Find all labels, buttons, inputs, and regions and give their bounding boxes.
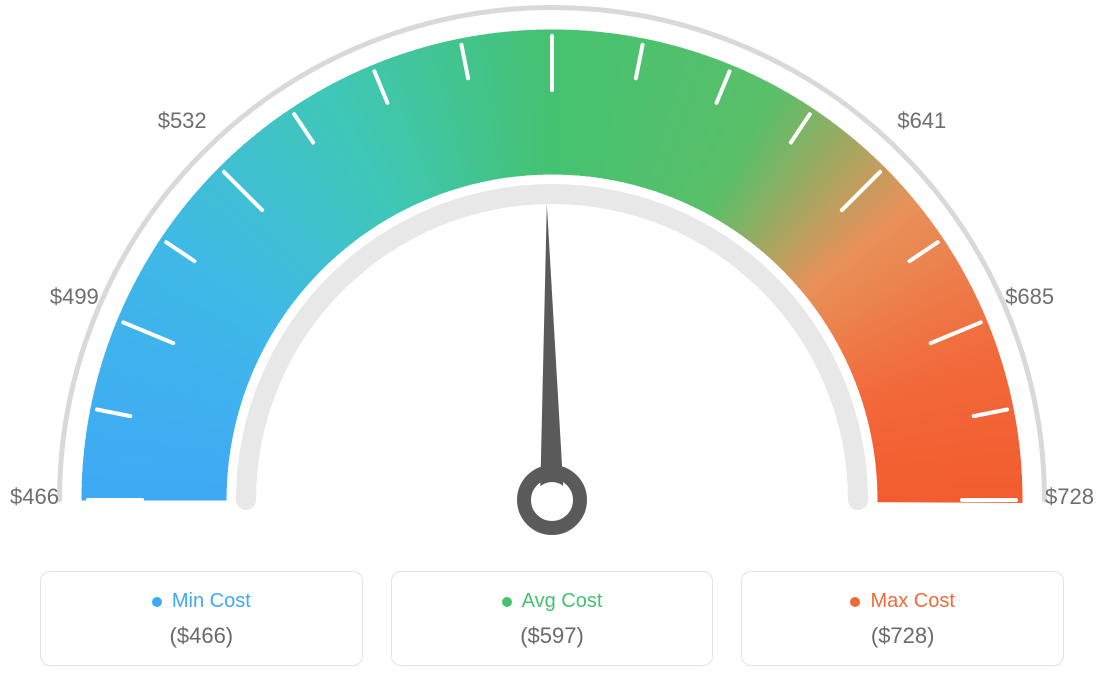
legend-avg-header: Avg Cost [502,590,603,613]
gauge-tick-label: $499 [50,284,99,309]
legend-min-header: Min Cost [152,590,251,613]
dot-icon [502,597,512,607]
dot-icon [152,597,162,607]
legend-avg-value: ($597) [402,623,703,649]
gauge-needle [540,204,564,500]
gauge-tick-label: $532 [158,108,207,133]
legend-card-max: Max Cost ($728) [741,571,1064,666]
legend-row: Min Cost ($466) Avg Cost ($597) Max Cost… [40,571,1064,666]
gauge-svg: $466$499$532$597$641$685$728 [0,0,1104,560]
legend-max-value: ($728) [752,623,1053,649]
gauge-tick-label: $641 [897,108,946,133]
legend-avg-label: Avg Cost [522,590,603,613]
legend-card-avg: Avg Cost ($597) [391,571,714,666]
legend-min-label: Min Cost [172,590,251,613]
gauge: $466$499$532$597$641$685$728 [0,0,1104,560]
legend-card-min: Min Cost ($466) [40,571,363,666]
legend-min-value: ($466) [51,623,352,649]
legend-max-label: Max Cost [870,590,954,613]
gauge-tick-label: $728 [1045,484,1094,509]
gauge-tick-label: $685 [1005,284,1054,309]
dot-icon [850,597,860,607]
gauge-tick-label: $466 [10,484,59,509]
legend-max-header: Max Cost [850,590,954,613]
chart-container: $466$499$532$597$641$685$728 Min Cost ($… [0,0,1104,690]
